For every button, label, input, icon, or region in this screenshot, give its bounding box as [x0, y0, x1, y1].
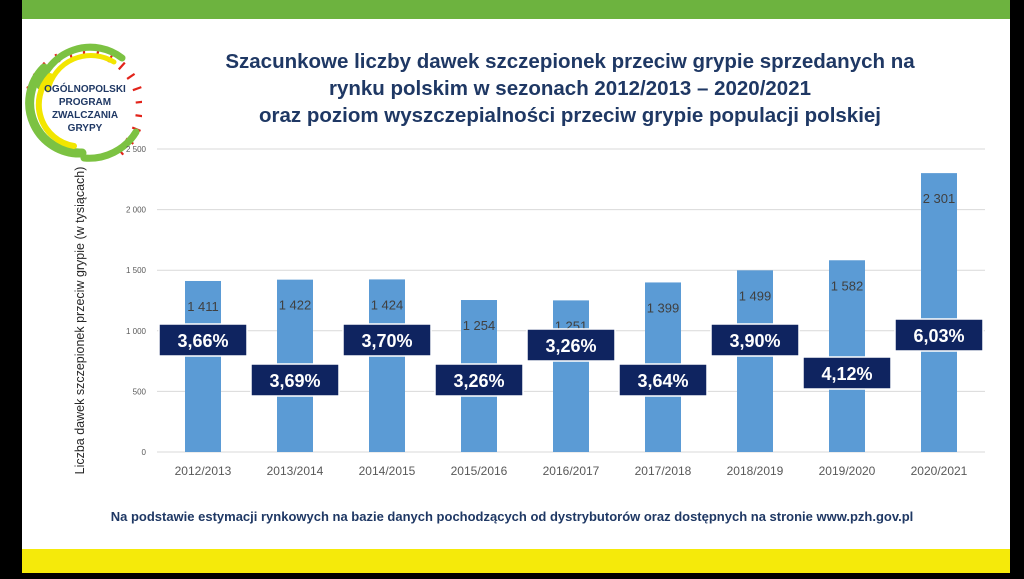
frame-right-border — [1010, 0, 1024, 579]
bar-value-label: 1 582 — [831, 278, 864, 293]
rate-badge: 3,26% — [434, 363, 524, 397]
rate-badge-label: 6,03% — [913, 326, 964, 346]
rate-badge-label: 4,12% — [821, 364, 872, 384]
y-tick-label: 0 — [142, 448, 147, 457]
rate-badge-label: 3,64% — [637, 371, 688, 391]
rate-badge-box — [434, 363, 524, 397]
rate-badge-box — [618, 363, 708, 397]
logo-spike — [135, 100, 142, 104]
x-tick-label: 2020/2021 — [911, 464, 968, 478]
bar-value-label: 1 499 — [739, 288, 772, 303]
rate-badge: 3,66% — [158, 323, 248, 357]
bar — [185, 280, 221, 452]
x-tick-label: 2017/2018 — [635, 464, 692, 478]
frame-bottom-border — [0, 573, 1024, 579]
x-tick-label: 2014/2015 — [359, 464, 416, 478]
rate-badge-box — [250, 363, 340, 397]
frame-left-border — [0, 0, 22, 579]
bar-value-label: 1 254 — [463, 318, 496, 333]
logo-outer-arc-top-icon — [36, 43, 126, 90]
logo-spike — [132, 86, 142, 92]
y-tick-label: 500 — [133, 387, 147, 396]
bar-value-label: 1 422 — [279, 298, 312, 313]
rate-badge-label: 3,90% — [729, 331, 780, 351]
bar — [921, 173, 957, 452]
bar — [369, 279, 405, 452]
bar-value-label: 1 424 — [371, 297, 404, 312]
bottom-yellow-band — [22, 549, 1010, 573]
rate-badge-label: 3,26% — [453, 371, 504, 391]
chart-title: Szacunkowe liczby dawek szczepionek prze… — [150, 48, 990, 129]
rate-badge-label: 3,66% — [177, 331, 228, 351]
x-tick-label: 2012/2013 — [175, 464, 232, 478]
rate-badge-box — [802, 356, 892, 390]
rate-badge: 3,64% — [618, 363, 708, 397]
logo-spike — [126, 72, 136, 80]
rate-badge: 3,90% — [710, 323, 800, 357]
bar — [829, 260, 865, 452]
top-green-band — [22, 0, 1010, 19]
x-axis-ticks: 2012/2013 2013/2014 2014/2015 2015/2016 2016… — [175, 464, 968, 478]
x-tick-label: 2019/2020 — [819, 464, 876, 478]
rate-badge-label: 3,70% — [361, 331, 412, 351]
logo-spike — [117, 61, 126, 71]
y-tick-label: 1 500 — [126, 266, 147, 275]
bar-value-label: 2 301 — [923, 191, 956, 206]
bar — [737, 270, 773, 452]
rate-badge-box — [342, 323, 432, 357]
chart-title-line-3: oraz poziom wyszczepialności przeciw gry… — [259, 104, 881, 127]
source-footnote: Na podstawie estymacji rynkowych na bazi… — [110, 509, 914, 524]
bar-value-label: 1 411 — [187, 299, 219, 314]
rate-badge-label: 3,26% — [545, 336, 596, 356]
chart-title-line-1: Szacunkowe liczby dawek szczepionek prze… — [225, 50, 915, 73]
x-tick-label: 2018/2019 — [727, 464, 784, 478]
bar — [553, 300, 589, 452]
logo-inner-arc-icon — [35, 73, 77, 149]
x-tick-label: 2013/2014 — [267, 464, 324, 478]
rate-badge-box — [894, 318, 984, 352]
logo-lower-arc-icon — [80, 128, 140, 162]
y-axis-label: Liczba dawek szczepionek przeciw grypie … — [73, 167, 87, 475]
bar-value-label: 1 399 — [647, 300, 680, 315]
y-tick-label: 2 500 — [126, 145, 147, 154]
y-tick-label: 1 000 — [126, 327, 147, 336]
rate-badge: 3,69% — [250, 363, 340, 397]
y-axis-ticks: 0 500 1 000 1 500 2 000 2 500 — [126, 145, 147, 457]
rate-badge-box — [710, 323, 800, 357]
x-tick-label: 2016/2017 — [543, 464, 600, 478]
rate-badge: 4,12% — [802, 356, 892, 390]
program-logo: OGÓLNOPOLSKI PROGRAM ZWALCZANIA GRYPY — [25, 43, 142, 162]
rate-badge-label: 3,69% — [269, 371, 320, 391]
rate-badge: 6,03% — [894, 318, 984, 352]
logo-line-3: ZWALCZANIA — [52, 110, 118, 121]
rate-badge: 3,26% — [526, 328, 616, 362]
chart-title-line-2: rynku polskim w sezonach 2012/2013 – 202… — [328, 77, 812, 100]
logo-line-1: OGÓLNOPOLSKI — [44, 82, 126, 95]
logo-outer-arc-icon — [25, 63, 87, 158]
x-tick-label: 2015/2016 — [451, 464, 508, 478]
logo-line-2: PROGRAM — [59, 97, 111, 108]
logo-spike — [135, 114, 142, 118]
rate-badges: 3,66% 3,69% 3,70% 3,26% 3,26% 3,64% 3,90% 4,12%… — [158, 318, 984, 397]
logo-inner-arc-top-icon — [45, 53, 117, 93]
rate-badge-box — [158, 323, 248, 357]
rate-badge: 3,70% — [342, 323, 432, 357]
logo-line-4: GRYPY — [68, 123, 103, 134]
rate-badge-box — [526, 328, 616, 362]
y-tick-label: 2 000 — [126, 206, 147, 215]
